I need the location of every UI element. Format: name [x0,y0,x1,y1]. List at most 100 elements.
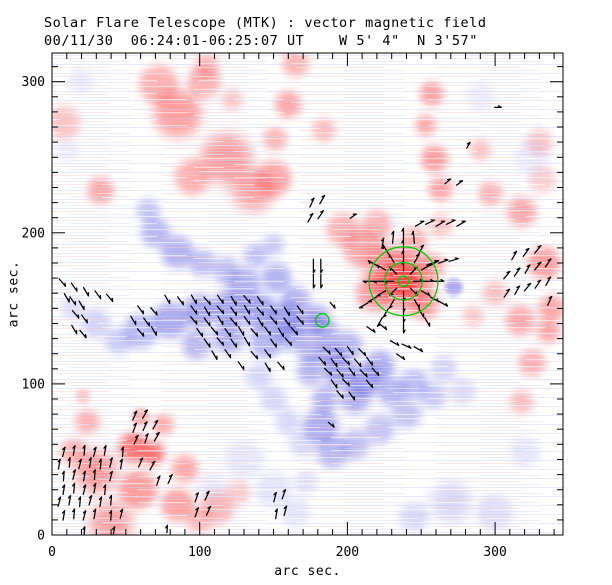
field-vector [365,379,374,389]
field-vector [334,347,343,357]
field-vector [534,245,542,254]
field-vector [346,346,354,356]
field-vector [544,258,552,268]
field-vector [455,180,464,186]
field-vector [109,470,113,482]
field-vector [296,305,304,315]
field-vector [243,305,251,315]
field-vector [264,362,271,373]
contour-ring [314,313,330,328]
field-vector [257,317,264,327]
field-vector [424,317,431,327]
field-vector [105,293,114,303]
field-vector [317,210,325,220]
field-vector [190,305,198,315]
field-vector [511,250,518,261]
field-vector [283,306,290,317]
field-vector-arrows [57,105,553,535]
field-vector [389,287,398,296]
field-vector [366,356,373,366]
field-vector [401,343,412,349]
field-vector [119,508,124,520]
field-vector [92,482,97,494]
field-vector [98,458,102,470]
field-vector [322,346,331,355]
field-vector [205,505,212,516]
field-vector [216,294,224,304]
field-vector [348,391,356,401]
field-vector [141,409,149,419]
field-vector [144,433,149,444]
x-tick-label: 0 [48,545,56,560]
field-vector [270,338,277,348]
field-vector [81,314,88,324]
field-vector [69,296,77,306]
field-vector [230,295,237,306]
field-vector [136,328,145,337]
field-vector [413,253,420,264]
field-vector [67,456,71,468]
field-vector [358,348,367,357]
field-vector [78,458,82,470]
field-vector [327,421,335,428]
field-vector [196,327,204,338]
field-vector [216,305,225,315]
field-vector [61,446,66,458]
y-tick-label: 300 [22,75,45,90]
field-vector [153,431,160,442]
field-vector [132,410,138,421]
field-vector [94,290,102,300]
field-vector [523,282,532,292]
field-vector [71,310,80,319]
field-vector [466,141,471,149]
field-vector [103,444,107,456]
field-vector [167,474,173,485]
field-vector [152,419,159,430]
field-vector [237,361,245,371]
field-vector [78,496,82,508]
field-vector [413,298,420,309]
field-vector [70,282,78,292]
field-vector [61,470,65,482]
field-vector [545,276,552,287]
field-vector [88,457,92,468]
field-vector [264,326,272,336]
field-vector [177,296,184,306]
field-vector [82,484,87,496]
field-vector [445,219,456,225]
field-vector [494,105,503,109]
axes-and-ticks [51,52,564,536]
field-vector [348,367,356,377]
y-tick-label: 200 [22,226,45,241]
field-vector [358,302,369,309]
field-vector [503,288,511,298]
field-vector [203,296,211,306]
field-vector [256,296,264,306]
x-tick-label: 300 [483,545,506,560]
field-vector [409,266,418,275]
field-vector [256,307,265,316]
field-vector [411,230,416,244]
field-vector [312,258,316,274]
field-vector [119,458,123,470]
field-vector [389,340,400,347]
field-vector [120,446,124,458]
field-vector [503,270,511,280]
field-vector [229,317,238,327]
field-vector [341,357,350,366]
field-vector [203,338,211,348]
field-vector [353,358,362,368]
field-vector [61,509,66,521]
field-vector [513,267,521,277]
x-axis-label: arc sec. [274,564,341,579]
field-vector [88,494,93,506]
field-vector [164,294,171,305]
field-vector [237,326,245,336]
field-vector [456,220,466,227]
intensity-contours [314,246,439,328]
field-vector [57,458,61,470]
field-vector [283,317,291,327]
field-vector [296,316,304,325]
field-vector [395,353,406,361]
